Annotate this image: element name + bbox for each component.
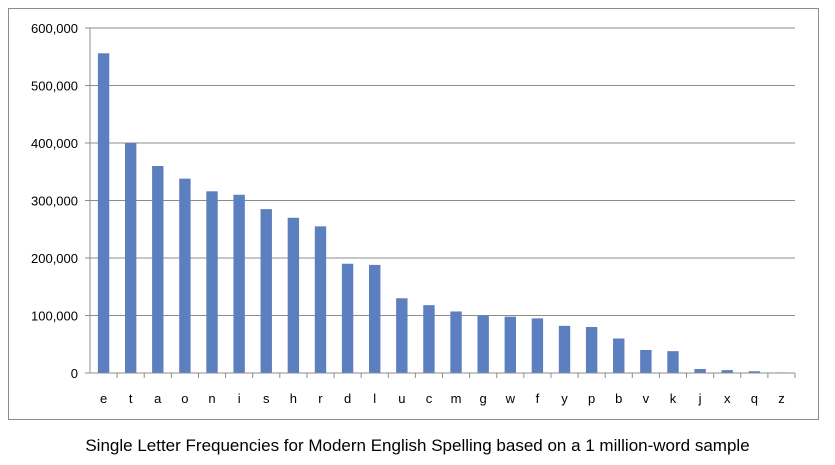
y-tick-label: 0 — [71, 366, 78, 381]
bar-p — [585, 327, 598, 373]
bar-a — [152, 166, 164, 373]
y-tick-label: 100,000 — [31, 309, 78, 324]
bar-f — [531, 318, 544, 373]
x-tick-label: a — [154, 391, 162, 406]
x-tick-label: g — [480, 391, 487, 406]
bar-h — [287, 217, 300, 373]
bar-y — [558, 325, 571, 373]
bar-i — [233, 194, 245, 373]
x-tick-label: e — [100, 391, 107, 406]
bar-j — [694, 368, 706, 373]
bar-x — [721, 370, 733, 373]
x-tick-label: t — [129, 391, 133, 406]
bar-w — [504, 316, 516, 373]
bar-v — [640, 350, 652, 373]
x-tick-label: c — [426, 391, 433, 406]
x-tick-label: p — [588, 391, 595, 406]
bar-e — [97, 53, 110, 374]
x-tick-label: z — [778, 391, 785, 406]
x-tick-label: o — [181, 391, 188, 406]
x-tick-label: v — [643, 391, 650, 406]
y-tick-label: 200,000 — [31, 251, 78, 266]
x-tick-label: n — [208, 391, 215, 406]
x-tick-label: l — [373, 391, 376, 406]
chart-frame — [8, 8, 819, 420]
bar-n — [206, 191, 218, 373]
gridlines — [90, 27, 795, 316]
x-tick-label: q — [751, 391, 758, 406]
x-tick-label: i — [238, 391, 241, 406]
bar-chart: 0 100,000 200,000 300,000 400,000 500,000 600,… — [31, 21, 796, 406]
x-tick-label: j — [698, 391, 702, 406]
bar-l — [369, 264, 381, 373]
x-tick-label: w — [505, 391, 516, 406]
x-tick-label: f — [536, 391, 540, 406]
bar-r — [314, 226, 327, 373]
bar-m — [450, 311, 462, 373]
bar-g — [477, 315, 489, 373]
bars — [97, 53, 788, 374]
axes — [85, 27, 796, 378]
bar-q — [748, 371, 761, 373]
bar-o — [179, 178, 191, 373]
bar-c — [423, 305, 435, 373]
x-tick-label: y — [561, 391, 568, 406]
bar-s — [260, 209, 272, 373]
tick-labels: 0 100,000 200,000 300,000 400,000 500,000 600,… — [31, 21, 785, 406]
x-tick-label: h — [290, 391, 297, 406]
x-tick-label: s — [263, 391, 270, 406]
chart-caption: Single Letter Frequencies for Modern Eng… — [85, 436, 750, 455]
bar-k — [667, 351, 679, 373]
bar-d — [341, 263, 354, 373]
y-tick-label: 400,000 — [31, 136, 78, 151]
bar-t — [124, 143, 137, 373]
x-tick-label: u — [398, 391, 405, 406]
x-tick-label: b — [615, 391, 622, 406]
x-tick-label: r — [318, 391, 323, 406]
x-tick-label: d — [344, 391, 351, 406]
y-tick-label: 500,000 — [31, 79, 78, 94]
bar-u — [396, 298, 408, 373]
bar-b — [613, 338, 625, 373]
y-tick-label: 600,000 — [31, 21, 78, 36]
x-tick-label: k — [670, 391, 677, 406]
x-tick-label: x — [724, 391, 731, 406]
y-tick-label: 300,000 — [31, 194, 78, 209]
x-tick-label: m — [451, 391, 462, 406]
